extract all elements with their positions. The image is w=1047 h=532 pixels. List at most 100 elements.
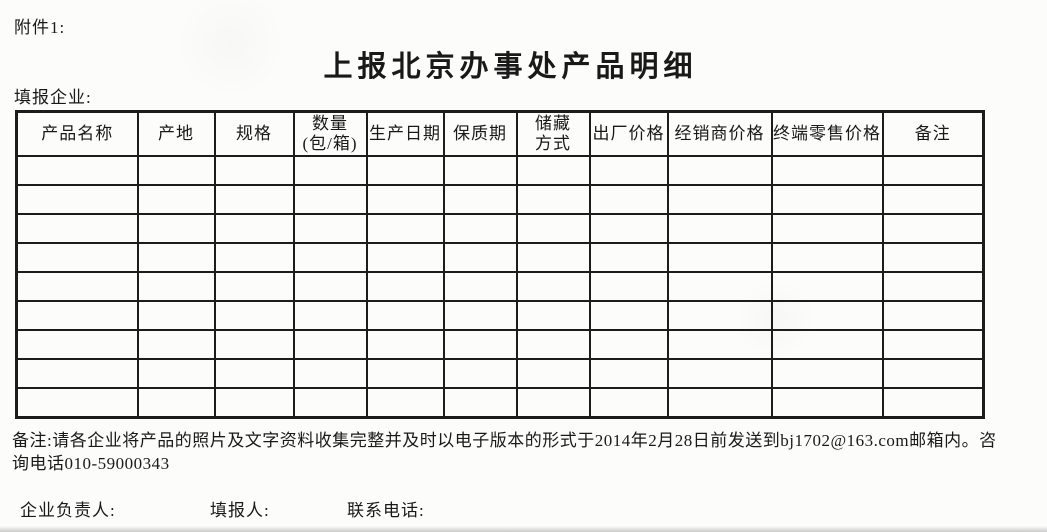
empty-cell — [442, 300, 518, 331]
empty-cell — [588, 329, 669, 360]
empty-cell — [515, 358, 591, 389]
empty-cell — [770, 184, 884, 215]
empty-cell — [136, 155, 216, 186]
empty-cell — [770, 329, 884, 360]
table-row — [15, 387, 985, 419]
empty-cell — [365, 155, 445, 186]
empty-cell — [515, 300, 591, 331]
empty-cell — [588, 184, 669, 215]
empty-cell — [213, 242, 295, 273]
empty-cell — [515, 213, 591, 244]
empty-cell — [213, 329, 295, 360]
empty-cell — [666, 300, 773, 331]
empty-cell — [365, 213, 445, 244]
empty-cell — [442, 213, 518, 244]
empty-cell — [136, 213, 216, 244]
empty-cell — [588, 387, 669, 419]
empty-cell — [666, 358, 773, 389]
empty-cell — [770, 213, 884, 244]
empty-cell — [213, 358, 295, 389]
empty-cell — [365, 387, 445, 419]
empty-cell — [442, 387, 518, 419]
empty-cell — [15, 387, 139, 419]
empty-cell — [588, 300, 669, 331]
empty-cell — [515, 155, 591, 186]
column-header-6: 保质期 — [442, 110, 518, 157]
column-header-3: 规格 — [213, 110, 295, 157]
empty-cell — [292, 358, 368, 389]
empty-cell — [213, 387, 295, 419]
empty-cell — [881, 300, 985, 331]
empty-cell — [292, 242, 368, 273]
table-row — [15, 213, 985, 244]
empty-cell — [881, 358, 985, 389]
empty-cell — [442, 358, 518, 389]
empty-cell — [136, 329, 216, 360]
empty-cell — [770, 242, 884, 273]
empty-cell — [15, 184, 139, 215]
column-header-7: 储藏 方式 — [515, 110, 591, 157]
empty-cell — [136, 184, 216, 215]
empty-cell — [881, 213, 985, 244]
empty-cell — [213, 300, 295, 331]
empty-cell — [15, 213, 139, 244]
scan-edge-shadow — [0, 526, 1047, 532]
company-fill-label: 填报企业: — [14, 88, 92, 107]
empty-cell — [515, 184, 591, 215]
column-header-8: 出厂价格 — [588, 110, 669, 157]
empty-cell — [365, 358, 445, 389]
empty-cell — [588, 358, 669, 389]
empty-cell — [213, 271, 295, 302]
empty-cell — [588, 271, 669, 302]
empty-cell — [770, 358, 884, 389]
empty-cell — [666, 242, 773, 273]
empty-cell — [15, 271, 139, 302]
table-row — [15, 155, 985, 186]
empty-cell — [136, 387, 216, 419]
column-header-4: 数量 (包/箱) — [292, 110, 368, 157]
empty-cell — [442, 184, 518, 215]
empty-cell — [136, 242, 216, 273]
table-row — [15, 184, 985, 215]
empty-cell — [588, 242, 669, 273]
column-header-5: 生产日期 — [365, 110, 445, 157]
empty-cell — [442, 329, 518, 360]
empty-cell — [365, 242, 445, 273]
empty-cell — [15, 242, 139, 273]
empty-cell — [213, 213, 295, 244]
table-row — [15, 358, 985, 389]
empty-cell — [365, 300, 445, 331]
table-row — [15, 329, 985, 360]
empty-cell — [588, 155, 669, 186]
empty-cell — [881, 155, 985, 186]
attachment-label: 附件1: — [14, 18, 66, 37]
empty-cell — [515, 387, 591, 419]
empty-cell — [666, 184, 773, 215]
table-row — [15, 242, 985, 273]
empty-cell — [881, 242, 985, 273]
empty-cell — [365, 271, 445, 302]
table-row — [15, 300, 985, 331]
empty-cell — [136, 358, 216, 389]
empty-cell — [770, 271, 884, 302]
empty-cell — [292, 300, 368, 331]
empty-cell — [588, 213, 669, 244]
empty-cell — [770, 387, 884, 419]
empty-cell — [770, 300, 884, 331]
empty-cell — [770, 155, 884, 186]
column-header-1: 产品名称 — [15, 110, 139, 157]
empty-cell — [666, 271, 773, 302]
empty-cell — [515, 271, 591, 302]
empty-cell — [442, 242, 518, 273]
empty-cell — [15, 358, 139, 389]
remarks-note: 备注:请各企业将产品的照片及文字资料收集完整并及时以电子版本的形式于2014年2… — [12, 431, 997, 473]
page-title: 上报北京办事处产品明细 — [323, 51, 698, 83]
empty-cell — [213, 184, 295, 215]
empty-cell — [442, 155, 518, 186]
empty-cell — [15, 329, 139, 360]
empty-cell — [136, 271, 216, 302]
empty-cell — [666, 329, 773, 360]
column-header-2: 产地 — [136, 110, 216, 157]
column-header-11: 备注 — [881, 110, 985, 157]
